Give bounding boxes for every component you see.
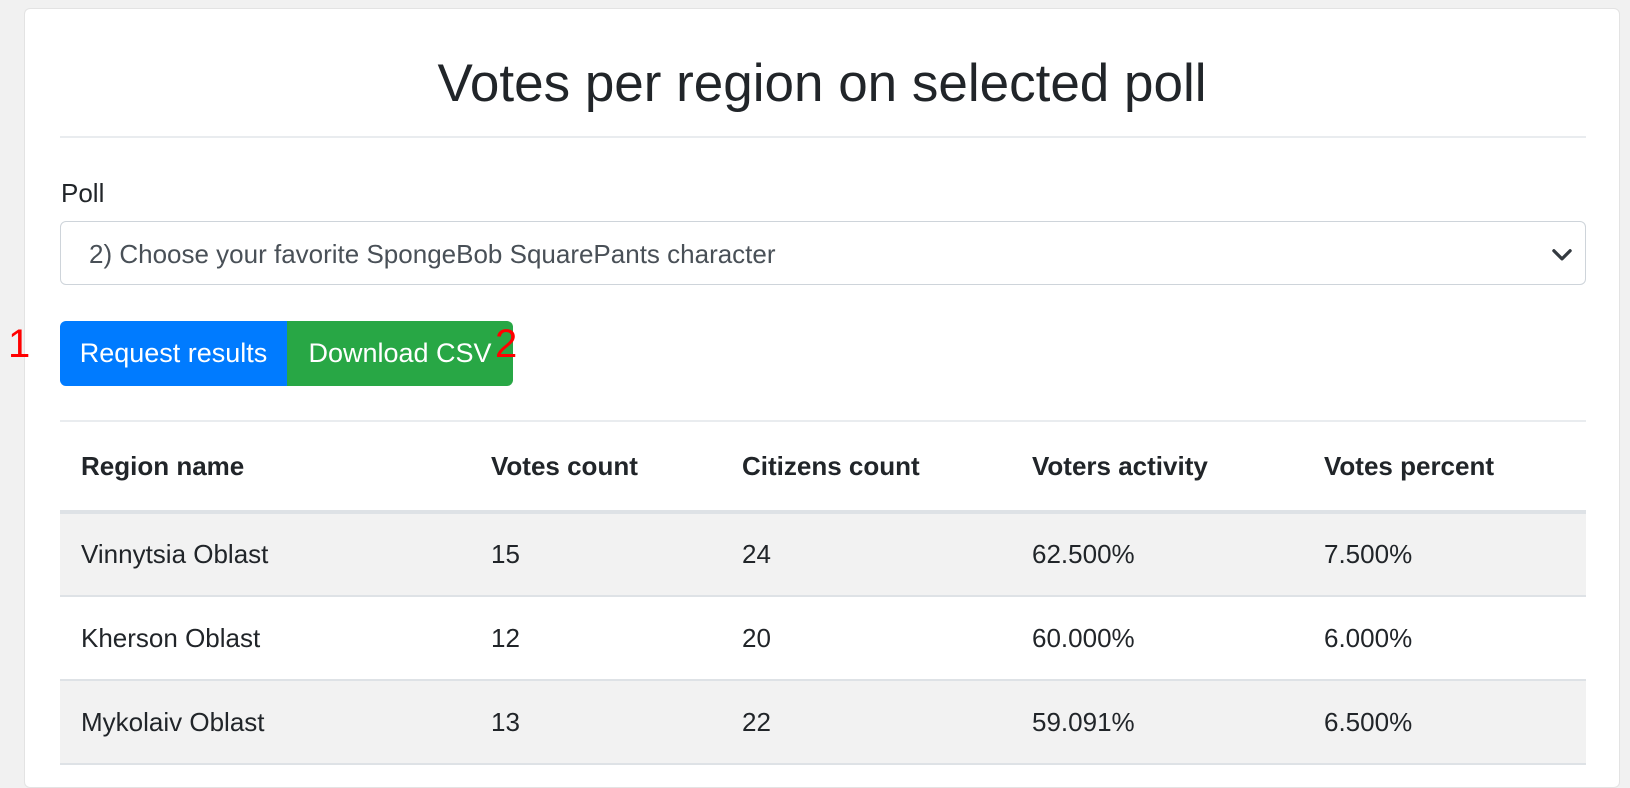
table-header-row: Region name Votes count Citizens count V… <box>60 422 1586 514</box>
cell-citizens-count: 22 <box>721 680 1011 765</box>
header-voters-activity: Voters activity <box>1011 422 1303 514</box>
cell-votes-count: 13 <box>470 680 721 765</box>
results-table: Region name Votes count Citizens count V… <box>60 422 1586 765</box>
table-row: Vinnytsia Oblast 15 24 62.500% 7.500% <box>60 512 1586 597</box>
cell-region-name: Mykolaiv Oblast <box>60 680 470 765</box>
cell-citizens-count: 24 <box>721 512 1011 597</box>
cell-votes-percent: 6.000% <box>1303 596 1586 681</box>
cell-voters-activity: 59.091% <box>1011 680 1303 765</box>
cell-votes-percent: 7.500% <box>1303 512 1586 597</box>
annotation-marker-1: 1 <box>8 322 31 366</box>
poll-label: Poll <box>61 178 105 208</box>
download-csv-button[interactable]: Download CSV <box>287 321 513 386</box>
cell-citizens-count: 20 <box>721 596 1011 681</box>
poll-select-value: 2) Choose your favorite SpongeBob Square… <box>89 239 776 269</box>
cell-votes-count: 15 <box>470 512 721 597</box>
cell-votes-percent: 6.500% <box>1303 680 1586 765</box>
cell-voters-activity: 60.000% <box>1011 596 1303 681</box>
table-row: Mykolaiv Oblast 13 22 59.091% 6.500% <box>60 680 1586 765</box>
cell-region-name: Kherson Oblast <box>60 596 470 681</box>
header-region-name: Region name <box>60 422 470 514</box>
results-card: Votes per region on selected poll Poll 2… <box>24 8 1620 788</box>
cell-region-name: Vinnytsia Oblast <box>60 512 470 597</box>
poll-select[interactable]: 2) Choose your favorite SpongeBob Square… <box>60 221 1586 285</box>
cell-votes-count: 12 <box>470 596 721 681</box>
header-votes-count: Votes count <box>470 422 721 514</box>
page-title: Votes per region on selected poll <box>437 54 1207 113</box>
chevron-down-icon <box>1552 249 1572 261</box>
cell-voters-activity: 62.500% <box>1011 512 1303 597</box>
section-divider <box>60 420 1586 422</box>
header-votes-percent: Votes percent <box>1303 422 1586 514</box>
request-results-button[interactable]: Request results <box>60 321 287 386</box>
table-row: Kherson Oblast 12 20 60.000% 6.000% <box>60 596 1586 681</box>
annotation-marker-2: 2 <box>495 322 518 366</box>
title-divider <box>60 136 1586 138</box>
header-citizens-count: Citizens count <box>721 422 1011 514</box>
